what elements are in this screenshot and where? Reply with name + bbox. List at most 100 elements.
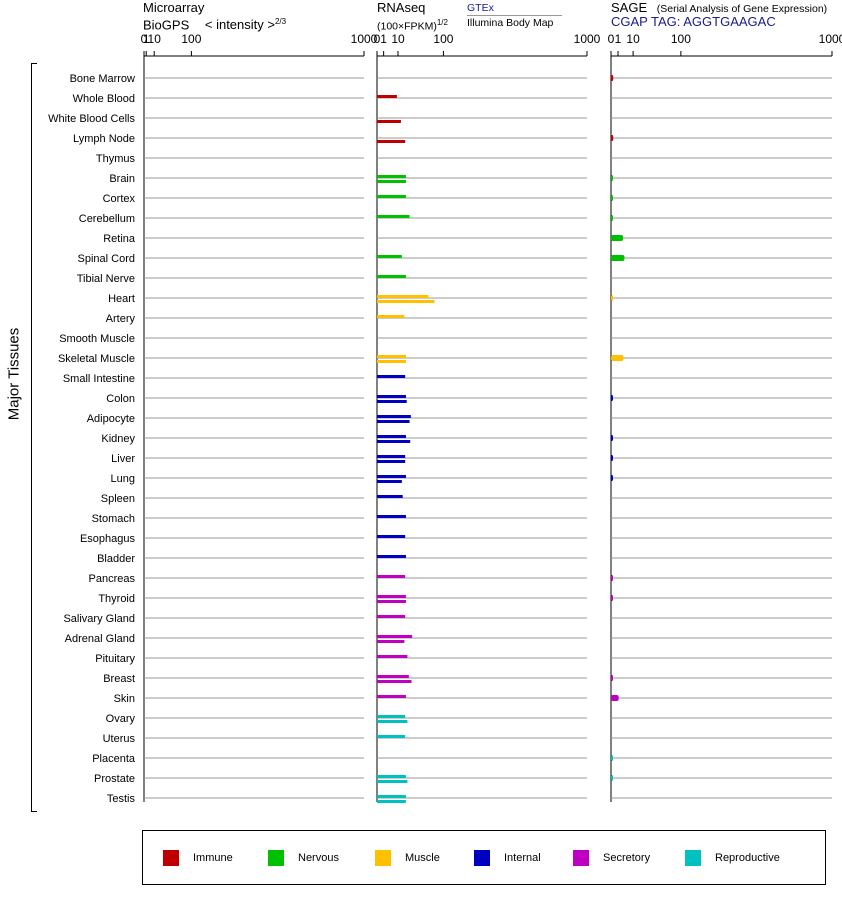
- tissue-label: Lymph Node: [73, 133, 135, 145]
- illumina-bar: [377, 780, 408, 783]
- sage-tick-label: 0: [608, 32, 615, 46]
- microarray-tick-label: 100: [181, 32, 201, 46]
- sage-bar: [611, 175, 613, 181]
- sage-tick-label: 1: [615, 32, 622, 46]
- legend-item-reproductive: Reproductive: [685, 850, 780, 866]
- gtex-bar: [377, 735, 406, 738]
- microarray-title: Microarray: [143, 0, 205, 15]
- gtex-bar: [377, 375, 406, 378]
- illumina-bar: [377, 180, 406, 183]
- tissue-label: Uterus: [103, 733, 136, 745]
- tissue-label: Artery: [106, 313, 136, 325]
- rnaseq-tick-label: 1: [380, 32, 387, 46]
- sage-subtitle: (Serial Analysis of Gene Expression): [656, 3, 828, 15]
- tissue-label: Prostate: [94, 773, 135, 785]
- tissue-label: Lung: [111, 473, 135, 485]
- series-divider: [467, 15, 562, 16]
- tissue-label: Tibial Nerve: [77, 273, 135, 285]
- sage-bar: [611, 475, 613, 481]
- gtex-bar: [377, 575, 406, 578]
- tissue-label: Pituitary: [95, 653, 135, 665]
- legend-label: Reproductive: [715, 852, 780, 864]
- illumina-bar: [377, 460, 406, 463]
- gtex-bar: [377, 595, 406, 598]
- rnaseq-title: RNAseq: [377, 0, 426, 15]
- rnaseq-tick-label: 100: [433, 32, 453, 46]
- legend-item-secretory: Secretory: [573, 850, 650, 866]
- illumina-bar: [377, 300, 435, 303]
- tissue-label: Thyroid: [98, 593, 135, 605]
- legend-item-muscle: Muscle: [375, 850, 440, 866]
- tissue-label: Bladder: [97, 553, 135, 565]
- illumina-bar: [377, 680, 412, 683]
- gtex-bar: [377, 535, 406, 538]
- illumina-bar: [377, 420, 410, 423]
- legend-label: Internal: [504, 852, 541, 864]
- tissue-label: Spinal Cord: [78, 253, 135, 265]
- illumina-bar: [377, 140, 406, 143]
- legend-swatch: [163, 850, 179, 866]
- tissue-label: Skeletal Muscle: [58, 353, 135, 365]
- tissue-label: Esophagus: [80, 533, 136, 545]
- gtex-bar: [377, 455, 406, 458]
- tissue-label: Salivary Gland: [63, 613, 135, 625]
- gtex-bar: [377, 255, 402, 258]
- gtex-bar: [377, 475, 406, 478]
- rnaseq-units: (100×FPKM)1/2: [377, 17, 448, 33]
- gtex-bar: [377, 435, 406, 438]
- gtex-bar: [377, 275, 406, 278]
- sage-bar: [611, 455, 613, 461]
- gtex-series-label: GTEx: [467, 2, 494, 14]
- gtex-bar: [377, 195, 406, 198]
- tissue-label: Skin: [114, 693, 135, 705]
- tissue-label: White Blood Cells: [48, 113, 135, 125]
- illumina-bar: [377, 120, 401, 123]
- tissue-label: Cerebellum: [79, 213, 135, 225]
- sage-bar: [611, 675, 613, 681]
- intensity-label: < intensity >: [204, 17, 275, 33]
- rnaseq-tick-label: 1000: [574, 32, 601, 46]
- sage-bar: [611, 135, 614, 141]
- gtex-bar: [377, 715, 406, 718]
- intensity-exponent: 2/3: [274, 17, 287, 26]
- gtex-bar: [377, 395, 406, 398]
- expression-chart: 011010010000110100100001101001000Bone Ma…: [48, 32, 842, 805]
- legend-label: Muscle: [405, 852, 440, 864]
- tissue-label: Testis: [107, 793, 136, 805]
- sage-title-label: SAGE: [611, 0, 648, 15]
- sage-bar: [611, 215, 613, 221]
- tissue-label: Heart: [108, 293, 135, 305]
- legend-label: Nervous: [298, 852, 339, 864]
- sage-bar: [611, 575, 613, 581]
- sage-tag: CGAP TAG: AGGTGAAGAC: [611, 14, 776, 29]
- legend-item-nervous: Nervous: [268, 850, 339, 866]
- sage-bar: [611, 395, 613, 401]
- sage-bar: [611, 775, 613, 781]
- sage-tick-label: 10: [626, 32, 640, 46]
- tissue-label: Small Intestine: [63, 373, 135, 385]
- tissue-label: Adipocyte: [87, 413, 135, 425]
- rnaseq-tick-label: 10: [391, 32, 405, 46]
- sage-bar: [611, 695, 619, 701]
- microarray-tick-label: 1: [143, 32, 150, 46]
- tissue-label: Colon: [106, 393, 135, 405]
- illumina-bar: [377, 640, 405, 643]
- legend-item-immune: Immune: [163, 850, 233, 866]
- biogps-label: BioGPS: [143, 17, 190, 33]
- legend-swatch: [474, 850, 490, 866]
- gtex-bar: [377, 675, 409, 678]
- legend-swatch: [268, 850, 284, 866]
- gtex-bar: [377, 695, 406, 698]
- illumina-bar: [377, 600, 406, 603]
- rnaseq-tick-label: 0: [374, 32, 381, 46]
- sage-bar: [611, 355, 624, 361]
- tissue-group-bracket: [31, 63, 37, 812]
- gtex-bar: [377, 355, 406, 358]
- gtex-bar: [377, 515, 406, 518]
- illumina-bar: [377, 480, 402, 483]
- sage-bar: [611, 595, 613, 601]
- legend-item-internal: Internal: [474, 850, 541, 866]
- tissue-label: Bone Marrow: [70, 73, 135, 85]
- illumina-series-label: Illumina Body Map: [467, 17, 554, 29]
- tissue-label: Adrenal Gland: [65, 633, 135, 645]
